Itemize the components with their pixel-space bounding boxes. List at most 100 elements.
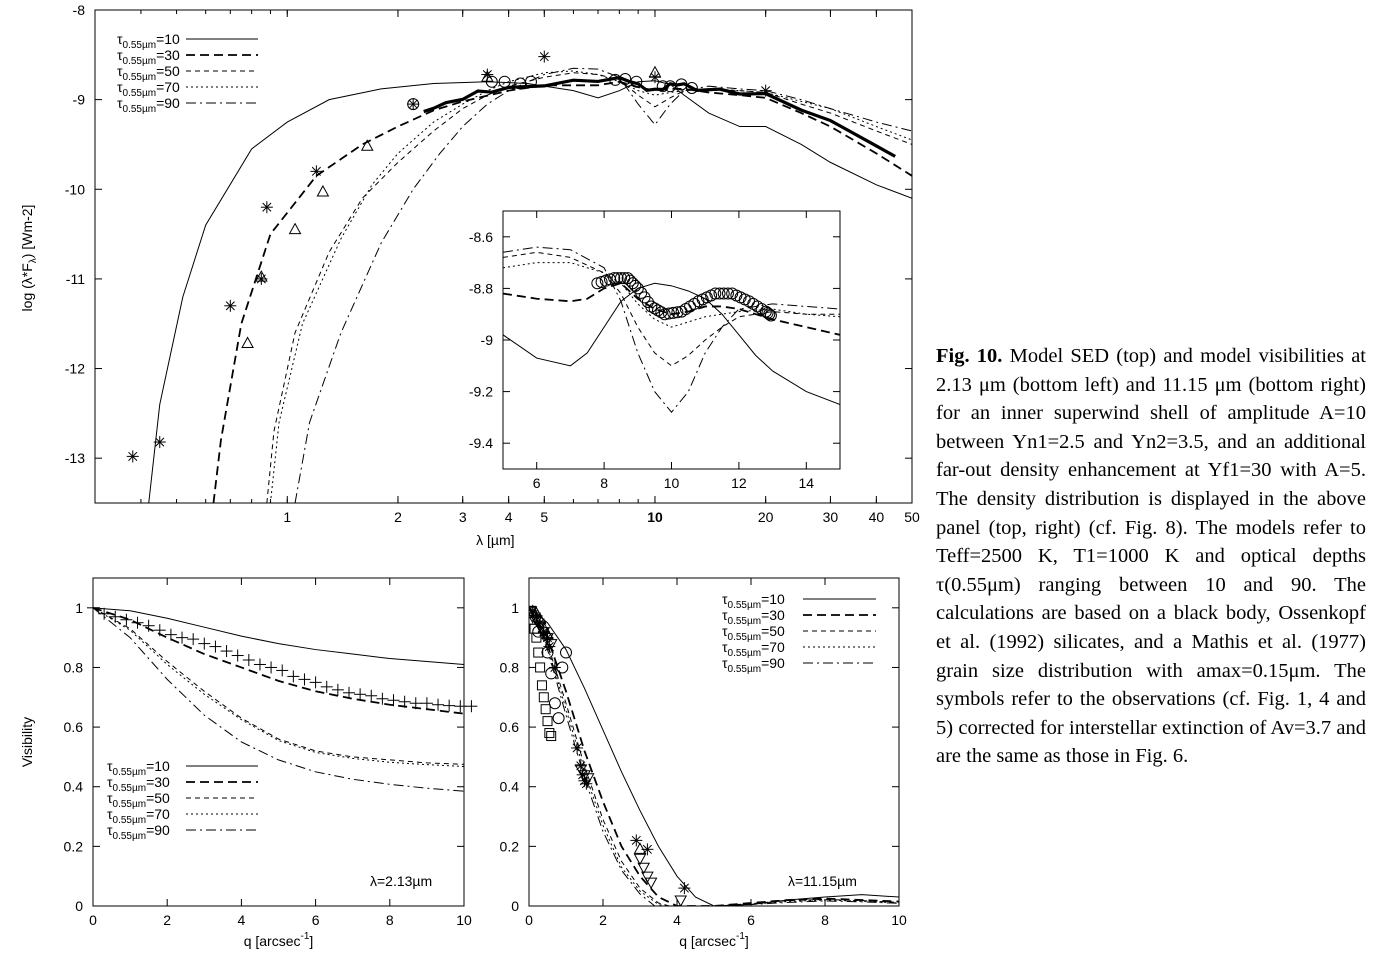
sed-ytick-label: -10 bbox=[65, 181, 85, 197]
vis2-square-point bbox=[544, 728, 555, 739]
sed-circle-point bbox=[685, 81, 698, 94]
vis2-star-point bbox=[571, 741, 584, 754]
sed-ytick-label: -9 bbox=[73, 92, 86, 108]
inset-observed-circle bbox=[763, 308, 776, 321]
vis1-cross-point bbox=[131, 616, 144, 629]
sed-xtick-label: 20 bbox=[758, 509, 774, 525]
sed-legend-label: τ0.55µm=30 bbox=[117, 47, 180, 67]
vis1-xtick-label: 6 bbox=[312, 912, 320, 928]
vis2-star-point bbox=[576, 768, 589, 781]
vis2-xtick-label: 10 bbox=[891, 912, 907, 928]
vis2-square-point bbox=[531, 632, 542, 643]
vis1-cross-point bbox=[142, 619, 155, 632]
sed-legend-label: τ0.55µm=90 bbox=[117, 95, 180, 115]
vis1-cross-point bbox=[331, 683, 344, 696]
sed-star-point bbox=[538, 50, 551, 63]
vis2-down-triangle-point bbox=[644, 877, 658, 890]
vis2-star-point bbox=[678, 882, 691, 895]
sed-circle-point bbox=[619, 73, 632, 86]
vis1-cross-point bbox=[253, 658, 266, 671]
sed-xtick-label: 1 bbox=[283, 509, 291, 525]
vis1-xtick-label: 10 bbox=[456, 912, 472, 928]
sed-star-point bbox=[153, 436, 166, 449]
sed-triangle-point bbox=[288, 222, 302, 235]
vis2-legend-label: τ0.55µm=30 bbox=[722, 607, 785, 627]
sed-series-line bbox=[294, 67, 912, 503]
vis2-square-point bbox=[533, 647, 544, 658]
vis2-series-line bbox=[529, 607, 899, 906]
vis2-star-point bbox=[548, 661, 561, 674]
vis1-legend-label: τ0.55µm=70 bbox=[107, 806, 170, 826]
sed-triangle-point bbox=[360, 139, 374, 151]
vis2-annotation: λ=11.15µm bbox=[788, 873, 857, 889]
sed-triangle-point bbox=[254, 270, 268, 282]
vis1-cross-point bbox=[242, 654, 255, 666]
visibility-213-panel: 0 2 4 6 8 10 0 0.2 0.4 0.6 0.8 1 τ0.55µm=10τ0.55µm=3… bbox=[19, 577, 478, 949]
vis2-circle-point bbox=[560, 646, 572, 659]
sed-star-point bbox=[759, 84, 772, 97]
vis1-cross-point bbox=[220, 645, 233, 658]
inset-observed-circle bbox=[635, 286, 648, 299]
vis2-ytick-label: 0 bbox=[511, 898, 519, 914]
sed-xtick-label: 10 bbox=[647, 509, 663, 525]
vis1-cross-point bbox=[320, 680, 333, 693]
vis1-xlabel: q [arcsec-1] bbox=[244, 931, 314, 949]
vis1-xtick-label: 2 bbox=[163, 912, 171, 928]
vis2-xtick-label: 4 bbox=[673, 912, 681, 928]
vis2-xtick-label: 6 bbox=[747, 912, 755, 928]
vis1-series-line bbox=[93, 607, 464, 767]
vis2-xtick-label: 2 bbox=[599, 912, 607, 928]
inset-xtick-label: 6 bbox=[533, 475, 541, 491]
vis2-down-triangle-point bbox=[544, 639, 558, 651]
vis2-circle-point bbox=[552, 712, 565, 725]
vis1-cross-point bbox=[398, 695, 411, 708]
inset-observed-circle bbox=[671, 306, 684, 319]
inset-observed-circle bbox=[709, 287, 722, 300]
vis1-cross-point bbox=[465, 700, 478, 713]
vis2-star-point bbox=[630, 834, 643, 847]
sed-xtick-label: 40 bbox=[869, 509, 885, 525]
vis1-cross-point bbox=[309, 676, 322, 689]
inset-observed-circle bbox=[652, 304, 665, 317]
inset-observed-circle bbox=[717, 287, 730, 300]
vis2-square-point bbox=[536, 680, 547, 691]
vis2-square-point bbox=[546, 731, 557, 742]
vis2-circle-point bbox=[548, 697, 561, 710]
sed-circle-point bbox=[675, 78, 688, 91]
sed-xtick-label: 4 bbox=[505, 509, 513, 525]
inset-ytick-label: -8.6 bbox=[469, 229, 493, 245]
sed-star-point bbox=[260, 201, 273, 214]
vis1-cross-point bbox=[187, 633, 200, 646]
caption-text: Model SED (top) and model visibilities a… bbox=[936, 345, 1366, 768]
vis1-series-line bbox=[93, 606, 464, 715]
inset-series-line bbox=[503, 282, 840, 405]
vis1-cross-point bbox=[387, 694, 400, 707]
sed-star-point bbox=[407, 98, 420, 111]
vis2-up-triangle-point bbox=[633, 842, 647, 854]
vis1-xtick-label: 0 bbox=[89, 912, 97, 928]
sed-circle-point bbox=[609, 73, 622, 86]
inset-observed-circle bbox=[645, 300, 658, 313]
vis2-legend-label: τ0.55µm=90 bbox=[722, 655, 785, 675]
vis2-star-point bbox=[543, 640, 556, 653]
inset-xtick-label: 12 bbox=[731, 475, 747, 491]
vis2-xlabel: q [arcsec-1] bbox=[679, 931, 749, 949]
vis1-legend-label: τ0.55µm=10 bbox=[107, 758, 170, 778]
vis1-cross-point bbox=[443, 699, 456, 712]
inset-ytick-label: -9.4 bbox=[469, 435, 493, 451]
vis1-series-line bbox=[93, 607, 464, 665]
vis2-down-triangle-point bbox=[637, 862, 651, 875]
sed-ylabel: log (λ*Fλ) [Wm-2] bbox=[19, 205, 39, 312]
sed-circle-point bbox=[656, 80, 669, 93]
inset-series-line bbox=[503, 251, 840, 367]
vis2-square-point bbox=[540, 704, 551, 715]
vis1-series-line bbox=[93, 607, 464, 765]
vis2-star-point bbox=[534, 616, 547, 629]
inset-panel: 6 8 10 12 14 -8.6 -8.8 -9 -9.2 -9.4 bbox=[469, 210, 841, 491]
vis1-legend-label: τ0.55µm=50 bbox=[107, 790, 170, 810]
sed-circle-point bbox=[524, 75, 537, 88]
vis2-legend-label: τ0.55µm=70 bbox=[722, 639, 785, 659]
vis1-frame bbox=[92, 577, 465, 907]
sed-xtick-label: 50 bbox=[904, 509, 920, 525]
inset-ytick-label: -8.8 bbox=[469, 280, 493, 296]
